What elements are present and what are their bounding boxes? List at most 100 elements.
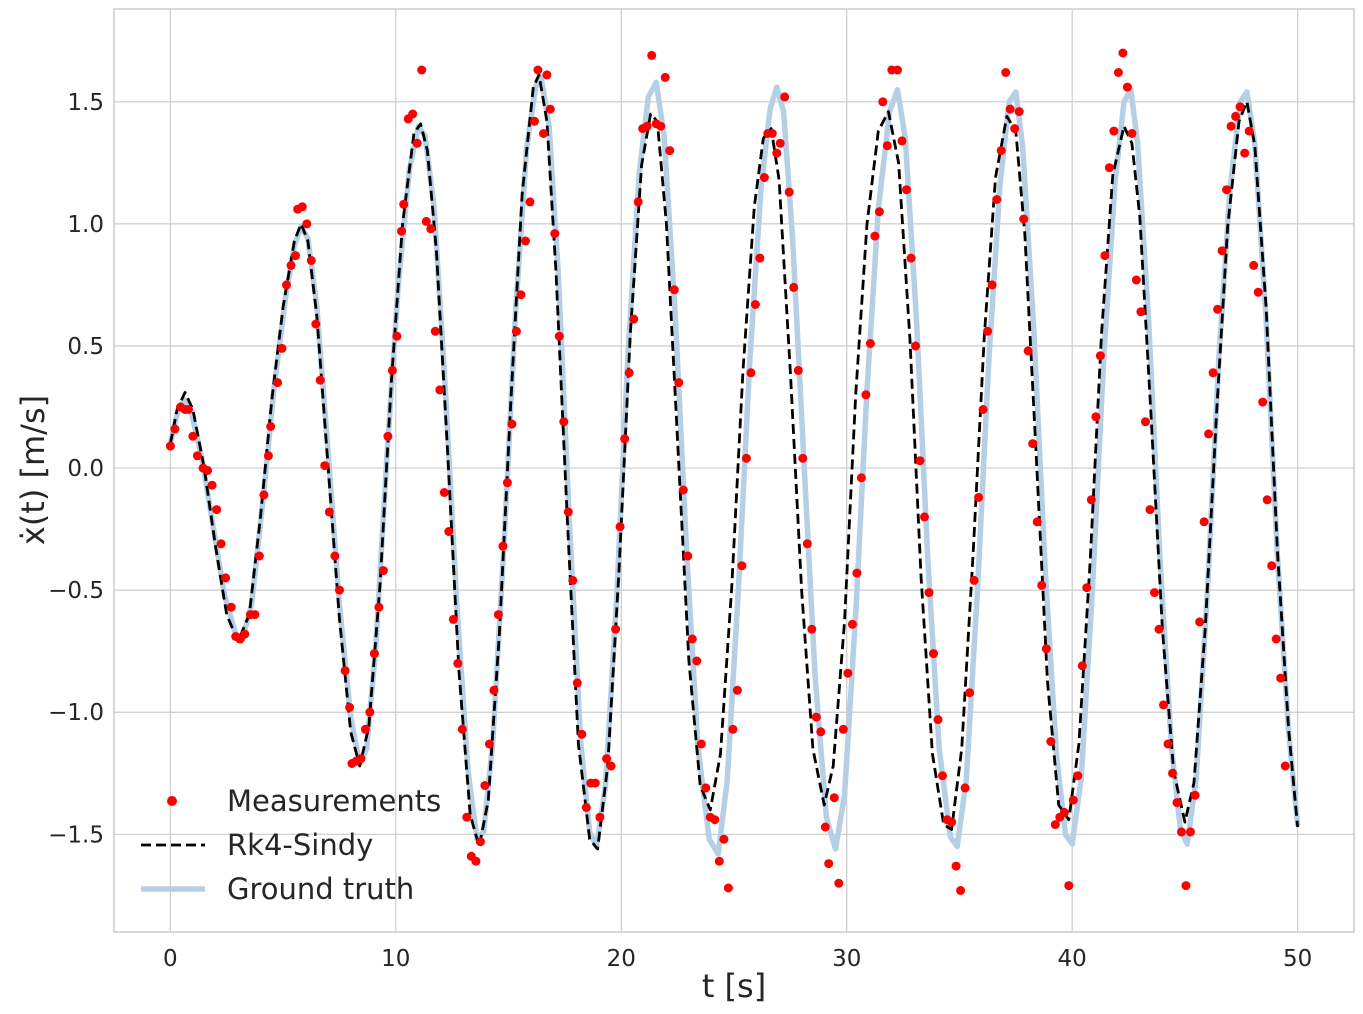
measurement-point (480, 781, 490, 790)
measurement-point (674, 378, 684, 388)
measurement-point (606, 761, 616, 771)
measurement-point (746, 368, 756, 378)
measurement-point (539, 129, 548, 138)
measurement-point (920, 512, 929, 522)
measurement-point (902, 185, 911, 195)
measurement-point (365, 707, 375, 717)
measurement-point (629, 314, 639, 324)
measurement-point (493, 610, 503, 620)
measurement-point (577, 729, 587, 739)
measurement-point (1262, 495, 1272, 505)
measurement-point (383, 431, 393, 441)
legend-measurements-marker (167, 796, 177, 806)
measurement-point (542, 70, 552, 80)
measurement-point (1046, 737, 1056, 746)
measurement-point (992, 195, 1002, 204)
measurement-point (852, 568, 862, 578)
measurement-point (240, 629, 250, 639)
measurement-point (525, 197, 535, 207)
measurement-point (226, 602, 236, 612)
measurement-point (719, 834, 729, 844)
measurement-point (1163, 739, 1173, 749)
measurement-point (780, 92, 790, 102)
measurement-point (1271, 634, 1281, 644)
measurement-point (611, 624, 621, 634)
measurement-point (1014, 107, 1024, 117)
measurement-point (345, 702, 355, 712)
measurement-point (475, 837, 485, 847)
measurement-point (502, 478, 512, 488)
measurement-point (282, 280, 291, 290)
measurement-point (397, 226, 406, 236)
measurement-point (775, 138, 785, 148)
measurement-point (793, 365, 803, 375)
measurement-point (356, 754, 366, 764)
measurement-point (865, 339, 875, 348)
measurement-point (834, 878, 844, 888)
measurement-point (590, 778, 600, 788)
measurement-point (978, 405, 988, 414)
measurement-point (951, 861, 961, 871)
measurement-point (392, 331, 402, 341)
measurement-point (1028, 439, 1038, 449)
measurement-point (911, 341, 920, 351)
x-tick-label: 40 (1058, 946, 1087, 972)
measurement-point (665, 146, 675, 156)
measurement-point (843, 668, 853, 678)
measurement-point (430, 326, 440, 336)
measurement-point (1037, 580, 1047, 590)
measurement-point (291, 251, 300, 261)
measurement-point (266, 422, 276, 431)
legend-ground-truth-label: Ground truth (227, 872, 414, 906)
measurement-point (1168, 768, 1177, 778)
measurement-point (969, 575, 979, 585)
measurement-point (412, 138, 422, 148)
measurement-point (530, 116, 539, 126)
measurement-point (330, 551, 340, 561)
measurement-point (439, 488, 449, 497)
measurement-point (906, 253, 916, 263)
y-tick-label: −1.0 (48, 700, 104, 726)
measurement-point (306, 256, 316, 265)
y-tick-label: −1.5 (48, 822, 104, 848)
measurement-point (696, 739, 706, 749)
measurement-point (421, 216, 431, 226)
measurement-point (1059, 807, 1069, 817)
measurement-point (1086, 495, 1096, 505)
measurement-point (784, 187, 794, 197)
measurement-point (933, 715, 943, 725)
measurement-point (1231, 111, 1241, 121)
measurement-point (568, 575, 578, 585)
measurement-point (772, 148, 782, 158)
measurement-point (273, 378, 282, 388)
measurement-point (1217, 246, 1227, 256)
legend: Measurements Rk4-Sindy Ground truth (141, 784, 441, 906)
legend-rk4-sindy-label: Rk4-Sindy (227, 828, 373, 862)
measurement-point (1005, 104, 1015, 114)
measurement-point (563, 507, 573, 517)
x-tick-label: 30 (832, 946, 861, 972)
measurement-point (723, 883, 733, 893)
measurement-point (824, 859, 834, 869)
y-tick-label: −0.5 (48, 578, 104, 604)
measurement-point (1172, 798, 1182, 808)
measurement-point (399, 199, 409, 209)
measurement-point (1073, 771, 1083, 781)
measurement-point (924, 588, 934, 598)
measurement-point (838, 724, 848, 734)
measurement-point (572, 678, 582, 688)
measurement-point (1082, 583, 1092, 593)
measurement-point (1041, 644, 1051, 654)
measurement-point (687, 634, 697, 644)
measurement-point (286, 260, 296, 270)
measurement-point (1050, 820, 1060, 830)
measurement-point (165, 441, 175, 451)
measurement-point (861, 390, 871, 400)
y-tick-label: 0.5 (67, 334, 104, 360)
measurement-point (701, 783, 711, 793)
measurement-point (960, 783, 970, 793)
measurement-point (624, 368, 634, 378)
measurement-point (1159, 700, 1168, 710)
measurement-point (216, 539, 226, 549)
measurement-point (545, 104, 555, 114)
